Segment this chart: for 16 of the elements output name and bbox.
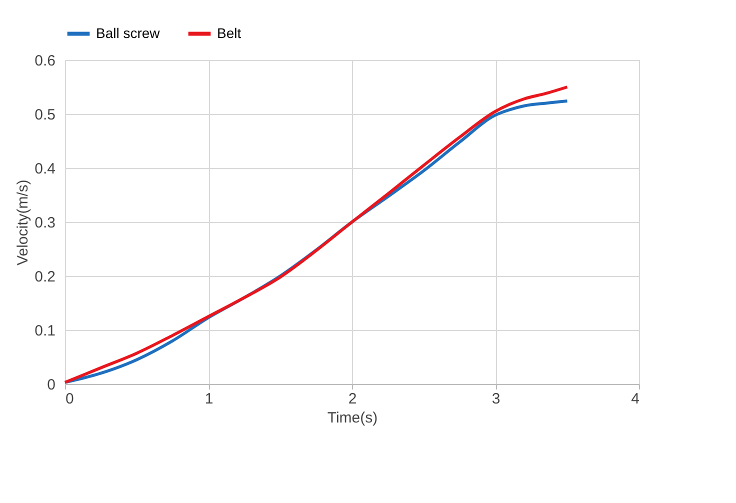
y-tick-label: 0.4	[34, 160, 56, 178]
y-tick-label: 0.6	[34, 52, 56, 70]
x-axis-title: Time(s)	[327, 410, 378, 426]
y-tick-label: 0.1	[34, 322, 56, 340]
y-tick-label: 0.3	[34, 214, 56, 232]
x-tick-label: 0	[66, 390, 74, 408]
x-tick-label: 3	[492, 390, 500, 408]
y-tick-label: 0	[47, 376, 56, 394]
x-tick-label: 2	[348, 390, 357, 408]
x-tick-label: 1	[204, 390, 214, 408]
legend-label: Belt	[217, 24, 242, 41]
y-axis-title: Velocity(m/s)	[14, 180, 32, 266]
y-tick-label: 0.5	[34, 106, 56, 124]
x-tick-label: 4	[631, 390, 640, 408]
y-tick-label: 0.2	[34, 268, 56, 286]
legend-label: Ball screw	[96, 24, 161, 41]
